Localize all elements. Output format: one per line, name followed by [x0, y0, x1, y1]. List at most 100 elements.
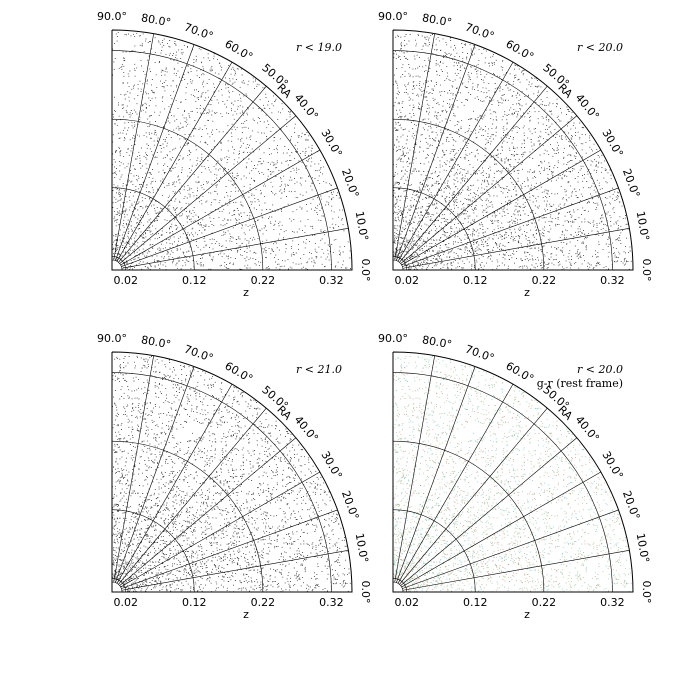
r-grid-arc: [111, 50, 332, 271]
polar-panel: 0.0°10.0°20.0°30.0°40.0°50.0°60.0°70.0°8…: [97, 332, 372, 621]
frame: [392, 29, 634, 271]
theta-tick-label: 10.0°: [353, 210, 371, 242]
theta-tick-label: 40.0°: [292, 413, 321, 444]
theta-tick-label: 40.0°: [573, 91, 602, 122]
x-axis-label: z: [243, 286, 249, 299]
r-tick-label: 0.22: [251, 596, 276, 609]
frame: [111, 29, 353, 271]
theta-grid-line: [395, 366, 476, 585]
point-cloud: [393, 356, 632, 593]
polar-panel: 0.0°10.0°20.0°30.0°40.0°50.0°60.0°70.0°8…: [97, 10, 372, 299]
r-tick-label: 0.12: [182, 274, 207, 287]
theta-grid-line: [400, 187, 619, 268]
theta-grid-line: [118, 149, 320, 267]
point-cloud: [393, 355, 631, 593]
theta-tick-label: 20.0°: [620, 167, 642, 200]
theta-grid-line: [116, 85, 267, 265]
r-grid-arc: [392, 372, 613, 593]
r-tick-label: 0.12: [463, 596, 488, 609]
annotation: r < 20.0: [577, 363, 623, 376]
theta-tick-label: 80.0°: [140, 333, 172, 351]
theta-grid-line: [116, 407, 267, 587]
theta-tick-label: 20.0°: [339, 167, 361, 200]
r-tick-label: 0.22: [532, 274, 557, 287]
theta-grid-line: [400, 228, 630, 269]
theta-tick-label: 90.0°: [97, 10, 127, 23]
r-grid-arc: [111, 372, 332, 593]
theta-grid-line: [119, 187, 338, 268]
frame: [111, 351, 353, 593]
r-tick-label: 0.12: [463, 274, 488, 287]
x-axis-label: z: [243, 608, 249, 621]
theta-tick-label: 20.0°: [620, 489, 642, 522]
r-tick-label: 0.32: [319, 274, 344, 287]
r-grid-arc: [111, 187, 195, 271]
theta-tick-label: 10.0°: [634, 210, 652, 242]
r-grid-arc: [392, 509, 476, 593]
polar-panel: 0.0°10.0°20.0°30.0°40.0°50.0°60.0°70.0°8…: [378, 10, 653, 299]
r-grid-arc: [392, 50, 613, 271]
point-cloud: [112, 355, 351, 593]
theta-tick-label: 0.0°: [640, 581, 653, 604]
r-grid-arc: [111, 509, 195, 593]
theta-grid-line: [397, 85, 548, 265]
theta-grid-line: [395, 44, 476, 263]
theta-grid-line: [117, 115, 297, 266]
theta-grid-line: [394, 33, 435, 263]
annotation: g-r (rest frame): [537, 377, 623, 390]
theta-tick-label: 0.0°: [640, 259, 653, 282]
theta-grid-line: [114, 366, 195, 585]
annotation: r < 19.0: [296, 41, 342, 54]
theta-tick-label: 70.0°: [182, 343, 215, 365]
r-grid-arc: [111, 255, 127, 271]
theta-tick-label: 80.0°: [421, 333, 453, 351]
theta-grid-line: [115, 384, 233, 586]
theta-tick-label: 90.0°: [378, 332, 408, 345]
theta-grid-line: [113, 355, 154, 585]
r-tick-label: 0.02: [113, 274, 138, 287]
r-tick-label: 0.22: [251, 274, 276, 287]
theta-grid-line: [399, 471, 601, 589]
r-grid-arc: [392, 187, 476, 271]
theta-tick-label: 70.0°: [463, 343, 496, 365]
theta-tick-label: 90.0°: [378, 10, 408, 23]
theta-grid-line: [118, 471, 320, 589]
r-tick-label: 0.32: [600, 596, 625, 609]
r-tick-label: 0.32: [600, 274, 625, 287]
annotation: r < 21.0: [296, 363, 342, 376]
theta-grid-line: [119, 228, 349, 269]
theta-tick-label: 40.0°: [292, 91, 321, 122]
annotation: r < 20.0: [577, 41, 623, 54]
theta-grid-line: [398, 115, 578, 266]
theta-grid-line: [398, 437, 578, 588]
theta-grid-line: [396, 384, 514, 586]
inner-cutout: [111, 259, 123, 271]
theta-grid-line: [394, 355, 435, 585]
theta-grid-line: [119, 550, 349, 591]
x-axis-label: z: [524, 608, 530, 621]
r-tick-label: 0.02: [113, 596, 138, 609]
r-grid-arc: [392, 577, 408, 593]
theta-tick-label: 0.0°: [359, 581, 372, 604]
theta-grid-line: [119, 509, 338, 590]
theta-tick-label: 80.0°: [140, 11, 172, 29]
point-cloud: [393, 33, 632, 271]
theta-grid-line: [113, 33, 154, 263]
theta-tick-label: 0.0°: [359, 259, 372, 282]
r-tick-label: 0.12: [182, 596, 207, 609]
r-grid-arc: [111, 118, 264, 271]
theta-tick-label: 40.0°: [573, 413, 602, 444]
theta-tick-label: 90.0°: [97, 332, 127, 345]
theta-tick-label: 10.0°: [634, 532, 652, 564]
theta-grid-line: [117, 437, 297, 588]
r-grid-arc: [111, 440, 264, 593]
inner-cutout: [111, 581, 123, 593]
theta-tick-label: 80.0°: [421, 11, 453, 29]
theta-grid-line: [399, 149, 601, 267]
r-grid-arc: [392, 440, 545, 593]
theta-grid-line: [114, 44, 195, 263]
polar-panel: 0.0°10.0°20.0°30.0°40.0°50.0°60.0°70.0°8…: [378, 332, 653, 621]
r-grid-arc: [392, 255, 408, 271]
r-tick-label: 0.32: [319, 596, 344, 609]
